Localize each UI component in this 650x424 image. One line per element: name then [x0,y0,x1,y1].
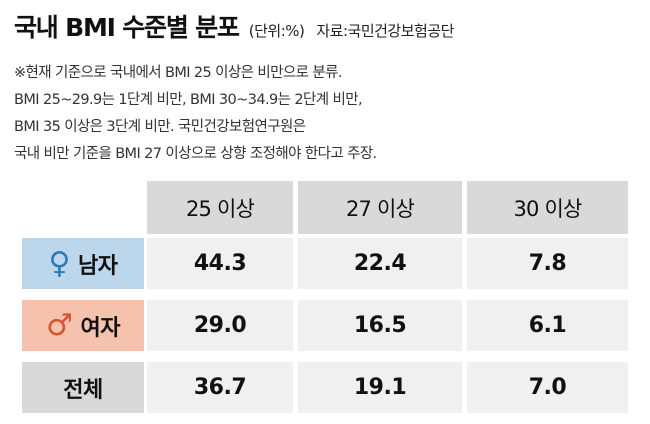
table-cell: 29.0 [147,300,293,351]
row-label-male: ♀ 남자 [22,238,144,289]
female-symbol-icon: ♀ [48,245,71,281]
note-line: BMI 35 이상은 3단계 비만. 국민건강보험연구원은 [14,119,306,135]
note-line: BMI 25~29.9는 1단계 비만, BMI 30~34.9는 2단계 비만… [14,92,363,108]
column-header: 27 이상 [298,181,462,234]
source-label: 자료:국민건강보험공단 [316,22,454,40]
table-cell: 16.5 [298,300,462,351]
title-row: 국내 BMI 수준별 분포 (단위:%) 자료:국민건강보험공단 [14,8,454,48]
male-symbol-icon: ♂ [46,307,73,343]
table-cell: 22.4 [298,238,462,289]
column-header: 25 이상 [147,181,293,234]
table-cell: 7.8 [467,238,628,289]
table-cell: 19.1 [298,362,462,413]
row-label-text: 여자 [80,315,120,341]
row-label-text: 남자 [78,253,118,279]
table-cell: 7.0 [467,362,628,413]
column-header: 30 이상 [467,181,628,234]
unit-label: (단위:%) [248,22,305,40]
table-cell: 36.7 [147,362,293,413]
note-line: 국내 비만 기준을 BMI 27 이상으로 상향 조정해야 한다고 주장. [14,146,377,162]
page-title: 국내 BMI 수준별 분포 [14,13,240,42]
table-cell: 44.3 [147,238,293,289]
note-line: ※현재 기준으로 국내에서 BMI 25 이상은 비만으로 분류. [14,65,342,81]
row-label-text: 전체 [63,377,103,403]
row-label-total: 전체 [22,362,144,413]
table-cell: 6.1 [467,300,628,351]
bmi-table: 25 이상 27 이상 30 이상 ♀ 남자 44.3 22.4 7.8 ♂ 여… [0,181,650,424]
footnote: ※현재 기준으로 국내에서 BMI 25 이상은 비만으로 분류. BMI 25… [14,60,634,168]
row-label-female: ♂ 여자 [22,300,144,351]
